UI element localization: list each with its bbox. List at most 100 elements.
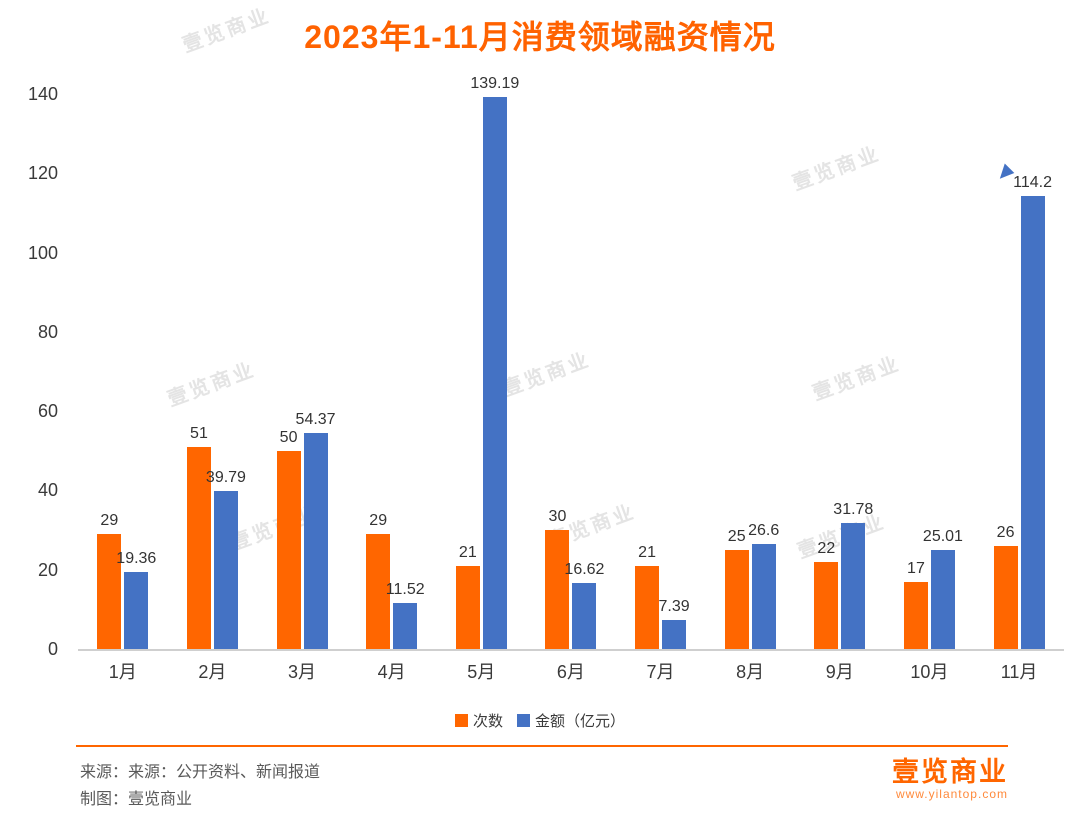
bar-amount-month-8 [751,543,776,649]
bar-amount-month-11 [1020,196,1045,649]
bar-amount-month-9 [841,523,866,649]
y-axis: 0 20 40 60 80 100 120 140 [0,84,68,659]
bar-value-label: 19.36 [116,550,157,568]
y-axis-tick-label: 80 [37,321,58,342]
bar-pair: 25 26.6 [724,94,780,649]
legend-item: 金额（亿元） [517,710,625,731]
y-axis-tick-label: 40 [37,480,58,501]
bar-amount-month-4 [393,603,418,649]
bar-count-month-7 [635,565,660,649]
bar-value-label: 51 [190,424,208,442]
bar-slot: 21 [635,94,660,649]
bar-pair: 29 19.36 [97,94,156,649]
bar-slot: 11.52 [386,94,425,649]
chart: 0 20 40 60 80 100 120 140 29 19.36 1月 51 39.79 2月 50 5… [0,75,1080,686]
x-axis-label: 5月 [467,662,496,682]
bar-value-label: 31.78 [833,501,874,519]
bar-slot: 26 [993,94,1018,649]
bar-count-month-3 [276,450,301,649]
bar-amount-month-6 [572,583,597,649]
bar-value-label: 30 [548,508,567,526]
bar-group-month-8: 25 26.6 8月 [724,94,780,684]
bar-pair: 21 7.39 [635,94,690,649]
bar-value-label: 114.2 [1013,174,1052,192]
bar-count-month-9 [814,561,839,649]
y-axis-tick-label: 0 [47,639,58,659]
bar-amount-month-10 [930,549,955,649]
bar-value-label: 17 [907,559,925,577]
bar-group-month-10: 17 25.01 10月 [903,94,963,684]
bar-value-label: 16.62 [564,561,605,579]
bar-slot: 50 [276,94,301,649]
credit-text: 制图：壹览商业 [80,791,193,808]
bar-pair: 50 54.37 [276,94,336,649]
bar-value-label: 26.6 [748,521,780,539]
bar-slot: 21 [455,94,480,649]
source-text: 来源：来源：公开资料、新闻报道 [80,764,321,781]
bar-slot: 29 [97,94,122,649]
bar-slot: 54.37 [296,94,336,649]
bar-slot: 22 [814,94,839,649]
bar-slot: 51 [186,94,211,649]
bar-value-label: 26 [996,523,1015,541]
bar-amount-month-3 [303,433,328,649]
bar-slot: 39.79 [206,94,246,649]
brand-logo: 壹览商业 www.yilantop.com [892,757,1008,801]
bar-slot: 7.39 [658,94,690,649]
bar-amount-month-2 [213,491,238,649]
x-axis-label: 3月 [288,662,317,682]
bar-slot: 139.19 [470,75,519,649]
legend-item: 次数 [454,710,503,731]
bar-value-label: 21 [638,543,656,561]
y-axis-tick-label: 60 [37,401,58,422]
bar-value-label: 22 [817,539,836,557]
bar-group-month-3: 50 54.37 3月 [276,94,336,684]
bar-group-month-1: 29 19.36 1月 [97,94,156,684]
y-axis-tick-label: 120 [27,163,58,184]
legend-swatch [454,714,468,727]
bar-count-month-1 [97,534,122,649]
bar-group-month-7: 21 7.39 7月 [635,94,690,684]
x-axis-label: 11月 [1000,662,1038,682]
bar-pair: 22 31.78 [814,94,873,649]
bar-pair: 17 25.01 [903,94,963,649]
bar-slot: 16.62 [564,94,604,649]
x-axis-label: 6月 [556,662,585,682]
plot-area: 29 19.36 1月 51 39.79 2月 50 54.37 3月 29 11.52 4月 21 13… [78,75,1064,686]
brand-website: www.yilantop.com [895,787,1008,801]
bar-slot: 25.01 [923,94,963,649]
bar-pair: 30 16.62 [545,94,604,649]
bar-pair: 26 114.2 [993,94,1052,649]
bar-slot: 19.36 [116,94,156,649]
bar-pair: 21 139.19 [455,75,519,649]
x-axis-line [78,649,1064,651]
bar-pair: 29 11.52 [366,94,425,649]
bar-value-label: 54.37 [295,411,336,429]
bar-slot: 114.2 [1013,94,1052,649]
bar-slot: 17 [903,94,928,649]
bar-group-month-6: 30 16.62 6月 [545,94,604,684]
bar-value-label: 39.79 [205,469,246,487]
brand-logo-text: 壹览商业 [892,757,1008,787]
bar-amount-month-1 [124,572,149,649]
y-axis-tick-label: 140 [27,84,58,104]
bar-value-label: 7.39 [658,597,690,615]
x-axis-label: 9月 [825,662,854,682]
bar-slot: 25 [724,94,749,649]
x-axis-label: 10月 [910,662,949,682]
legend: 次数 金额（亿元） [0,710,1080,731]
bar-value-label: 25.01 [922,527,963,545]
y-axis-tick-label: 100 [27,242,58,263]
chart-title: 2023年1-11月消费领域融资情况 [304,19,776,55]
legend-swatch [517,714,530,727]
legend-label: 金额（亿元） [535,713,626,730]
bar-slot: 30 [545,94,570,649]
legend-label: 次数 [472,713,503,730]
bar-group-month-2: 51 39.79 2月 [186,94,246,684]
bar-group-month-5: 21 139.19 5月 [455,75,519,684]
bar-group-month-11: 26 114.2 11月 [993,94,1052,684]
bar-value-label: 139.19 [470,75,520,93]
bar-count-month-2 [186,446,211,649]
x-axis-label: 1月 [108,662,137,682]
